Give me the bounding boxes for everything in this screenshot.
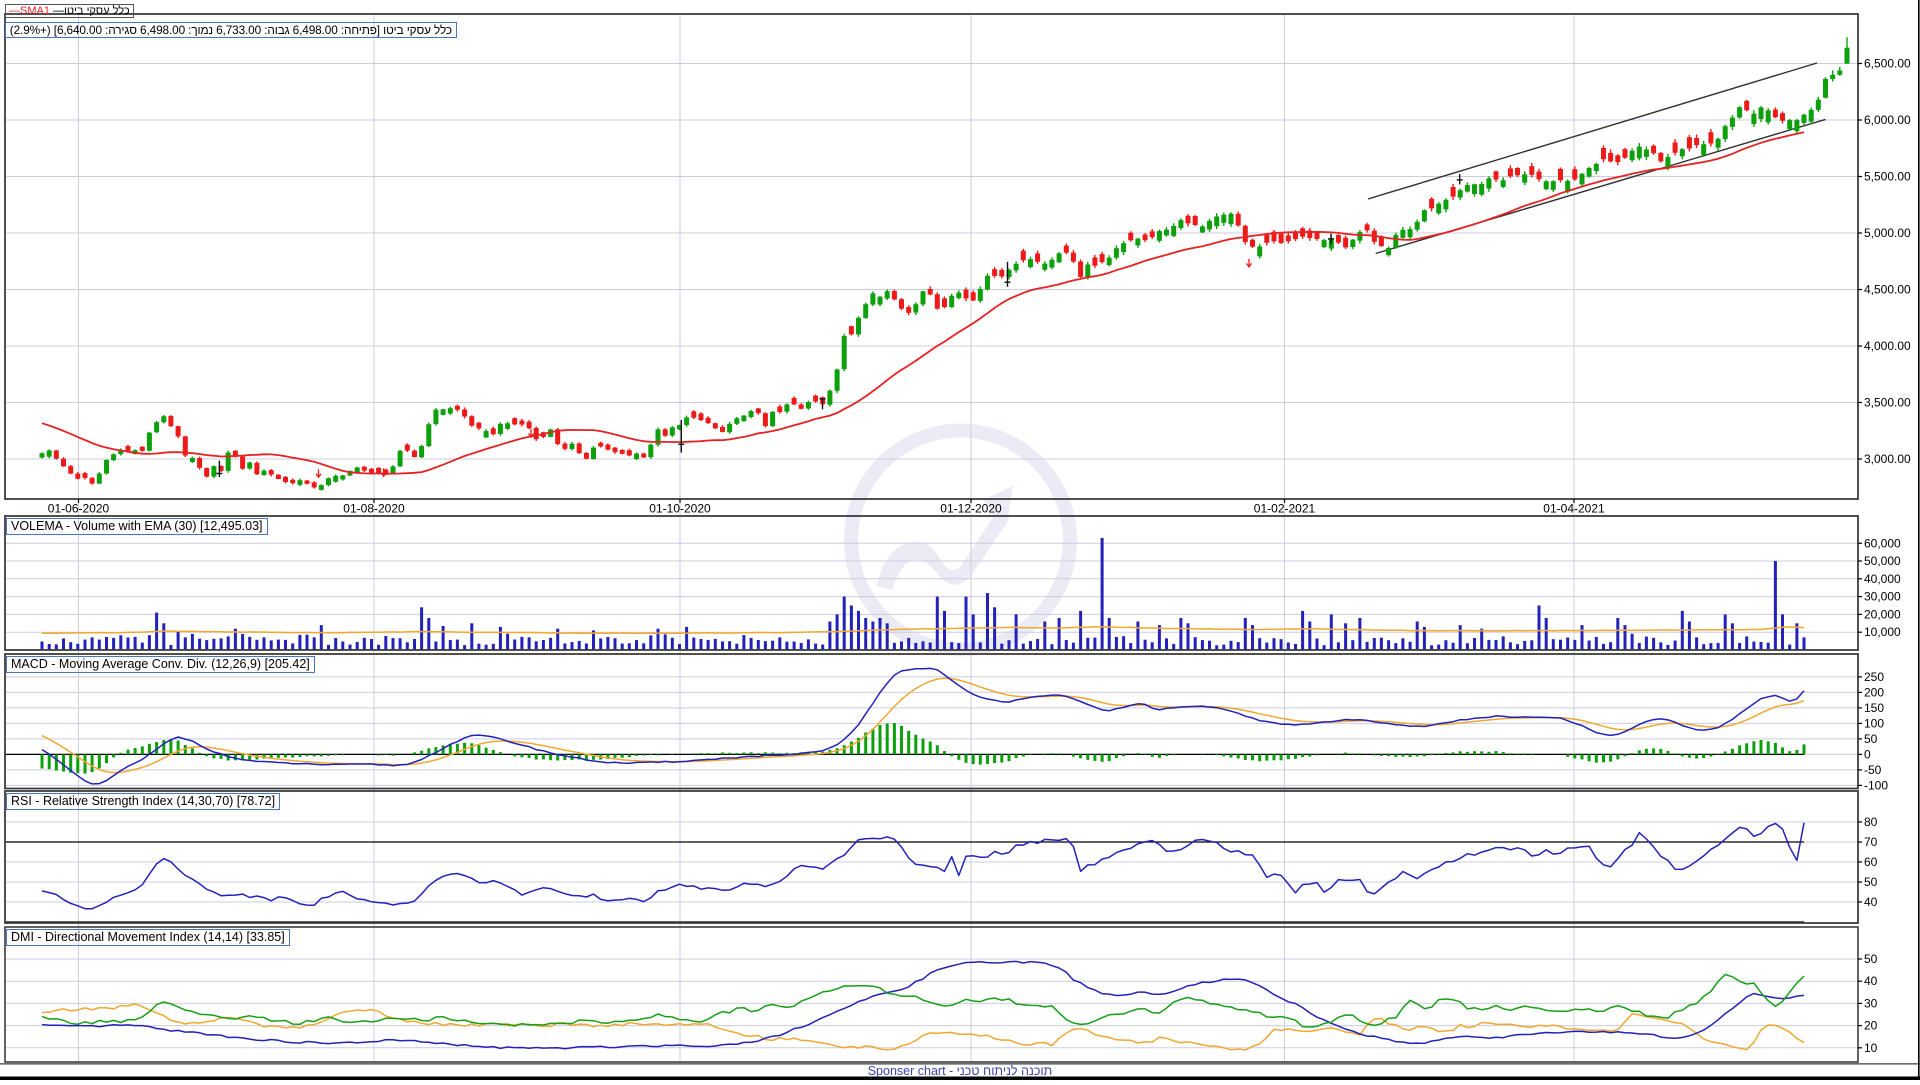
svg-text:30: 30 xyxy=(1864,996,1878,1010)
svg-text:60,000: 60,000 xyxy=(1864,536,1901,550)
svg-text:30,000: 30,000 xyxy=(1864,590,1901,604)
svg-text:250: 250 xyxy=(1864,670,1884,684)
svg-text:3,500.00: 3,500.00 xyxy=(1864,396,1911,410)
svg-text:6,000.00: 6,000.00 xyxy=(1864,113,1911,127)
svg-text:01-04-2021: 01-04-2021 xyxy=(1543,502,1605,516)
svg-text:01-06-2020: 01-06-2020 xyxy=(48,502,110,516)
svg-text:-50: -50 xyxy=(1864,763,1882,777)
svg-text:100: 100 xyxy=(1864,716,1884,730)
svg-text:80: 80 xyxy=(1864,815,1878,829)
svg-text:10: 10 xyxy=(1864,1041,1878,1055)
svg-text:20,000: 20,000 xyxy=(1864,607,1901,621)
svg-text:200: 200 xyxy=(1864,685,1884,699)
svg-text:50: 50 xyxy=(1864,875,1878,889)
svg-text:01-10-2020: 01-10-2020 xyxy=(649,502,711,516)
svg-text:60: 60 xyxy=(1864,855,1878,869)
svg-text:10,000: 10,000 xyxy=(1864,625,1901,639)
svg-text:6,500.00: 6,500.00 xyxy=(1864,57,1911,71)
svg-text:4,500.00: 4,500.00 xyxy=(1864,283,1911,297)
svg-text:40: 40 xyxy=(1864,974,1878,988)
svg-text:-100: -100 xyxy=(1864,778,1888,792)
svg-text:3,000.00: 3,000.00 xyxy=(1864,452,1911,466)
svg-text:50: 50 xyxy=(1864,732,1878,746)
svg-text:5,000.00: 5,000.00 xyxy=(1864,226,1911,240)
svg-text:150: 150 xyxy=(1864,701,1884,715)
svg-text:20: 20 xyxy=(1864,1019,1878,1033)
svg-text:01-02-2021: 01-02-2021 xyxy=(1254,502,1316,516)
svg-text:70: 70 xyxy=(1864,835,1878,849)
svg-text:40,000: 40,000 xyxy=(1864,572,1901,586)
svg-text:50,000: 50,000 xyxy=(1864,554,1901,568)
svg-text:50: 50 xyxy=(1864,952,1878,966)
svg-text:40: 40 xyxy=(1864,895,1878,909)
svg-text:4,000.00: 4,000.00 xyxy=(1864,339,1911,353)
svg-text:01-12-2020: 01-12-2020 xyxy=(940,502,1002,516)
svg-text:0: 0 xyxy=(1864,747,1871,761)
svg-text:01-08-2020: 01-08-2020 xyxy=(343,502,405,516)
svg-text:5,500.00: 5,500.00 xyxy=(1864,170,1911,184)
